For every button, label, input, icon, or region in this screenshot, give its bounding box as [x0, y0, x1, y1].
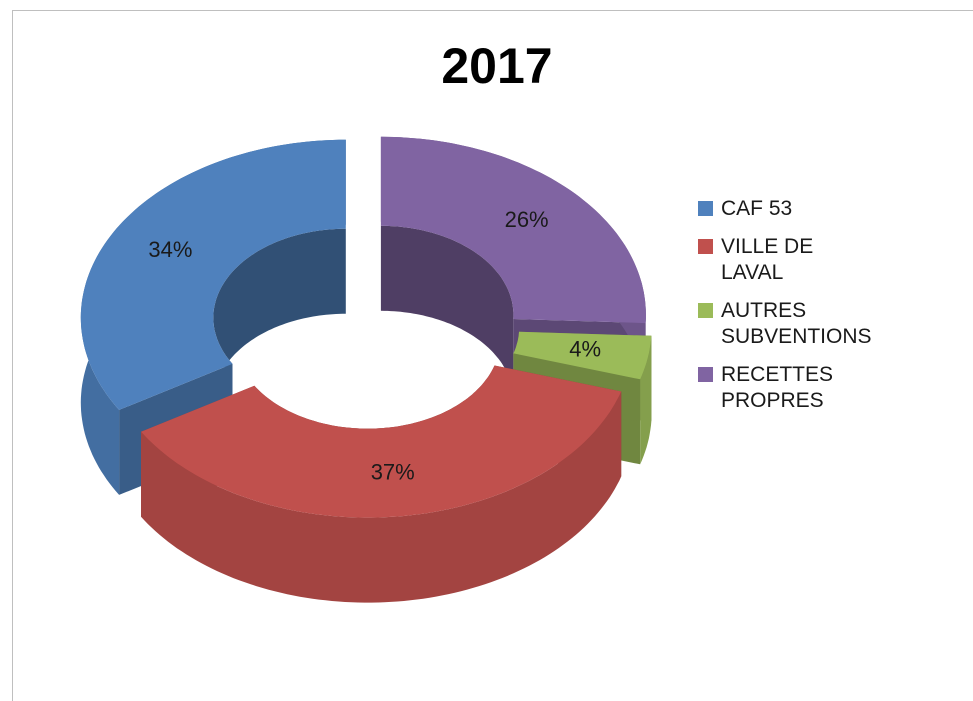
slice-top [141, 365, 622, 518]
slice-top [80, 139, 346, 410]
slice-top [513, 331, 652, 380]
legend-swatch [698, 367, 713, 382]
legend-swatch [698, 239, 713, 254]
slice [141, 365, 622, 603]
slice-outer-wall [141, 391, 622, 603]
slice-inner-wall [380, 225, 514, 404]
legend-item: CAF 53 [698, 196, 873, 222]
slice-outer-wall [640, 335, 652, 465]
slice-top [380, 136, 646, 324]
legend-swatch [698, 201, 713, 216]
legend-item: AUTRES SUBVENTIONS [698, 298, 873, 350]
legend-label: RECETTES PROPRES [721, 363, 834, 412]
legend-item: VILLE DE LAVAL [698, 234, 873, 286]
slice-inner-wall [213, 228, 346, 449]
legend-swatch [698, 303, 713, 318]
data-label: 37% [371, 460, 415, 485]
data-label: 4% [569, 336, 601, 361]
legend: CAF 53 VILLE DE LAVAL AUTRES SUBVENTIONS RE… [698, 196, 873, 426]
legend-label: VILLE DE LAVAL [721, 235, 814, 284]
data-label: 34% [148, 237, 192, 262]
legend-label: AUTRES SUBVENTIONS [721, 299, 872, 348]
data-label: 26% [505, 207, 549, 232]
chart-frame [12, 10, 973, 701]
legend-item: RECETTES PROPRES [698, 362, 873, 414]
legend-label: CAF 53 [721, 197, 793, 220]
chart-title: 2017 [441, 38, 552, 94]
